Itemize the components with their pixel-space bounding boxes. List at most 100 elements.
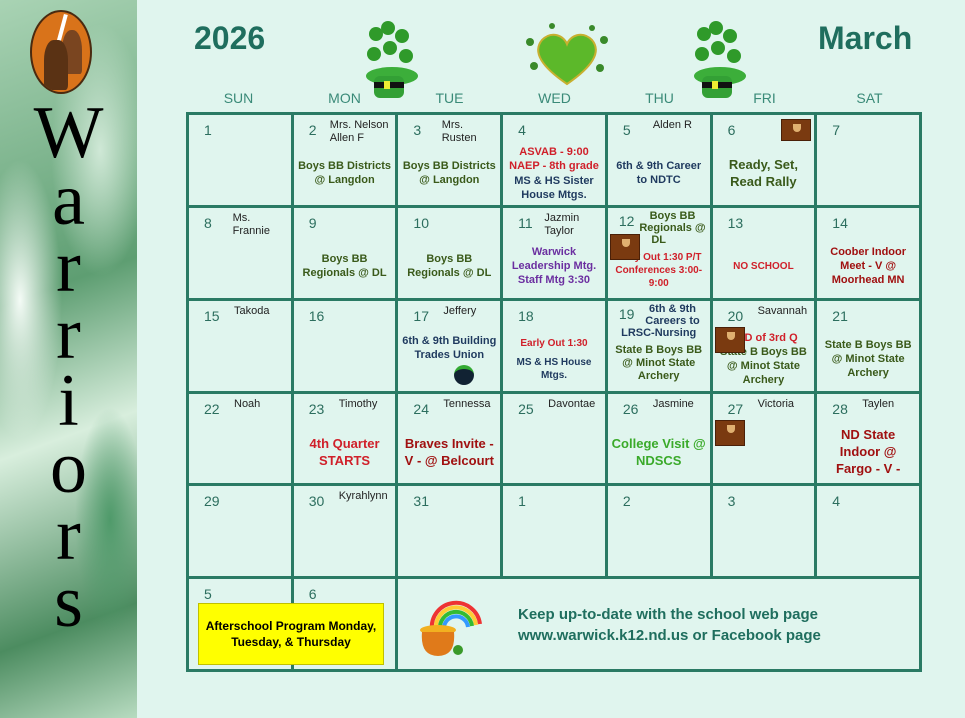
day-number: 28 (832, 400, 848, 417)
footer-note-cell (398, 579, 919, 669)
day-number: 29 (204, 493, 220, 510)
event-text: State B Boys BB @ Minot State Archery (720, 346, 807, 387)
birthday-name: Jazmin Taylor (544, 211, 580, 237)
birthday-name: Kyrahlynn (338, 490, 388, 503)
calendar-day-cell[interactable]: 7 (817, 115, 919, 205)
day-number: 3 (413, 122, 422, 138)
calendar-grid: 1 2 Mrs. Nelson Allen F Boys BB Districts @… (186, 112, 922, 672)
calendar-day-cell[interactable]: 1 (189, 115, 291, 205)
day-number: 20 (727, 307, 744, 324)
calendar-day-cell[interactable]: 11 Jazmin Taylor Warwick Leadership Mtg. S… (503, 207, 605, 298)
day-number: 22 (204, 400, 220, 417)
event-text: ASVAB - 9:00 NAEP - 8th grade (509, 146, 599, 173)
birthday-name: Davontae (548, 397, 596, 410)
calendar-day-cell[interactable]: 25 Davontae (503, 393, 605, 484)
day-of-week-tue: TUE (435, 90, 464, 106)
calendar-day-cell[interactable]: 22 Noah (189, 393, 291, 484)
book-icon (714, 419, 745, 446)
calendar-day-cell[interactable]: 20 Savannah END of 3rd Q State B Boys BB @ … (712, 300, 815, 391)
info-line-1: Keep up-to-date with the school web page (518, 606, 819, 623)
day-of-week-wed: WED (538, 90, 571, 106)
event-text: Coober Indoor Meet - V @ Moorhead MN (830, 246, 907, 287)
birthday-name: 6th & 9th Careers to LRSC-Nursing (621, 302, 700, 339)
calendar-day-cell[interactable]: 29 (189, 486, 291, 577)
sidebar-letter: i (58, 360, 79, 442)
day-number: 15 (204, 307, 220, 324)
calendar-day-cell[interactable]: 28 Taylen ND State Indoor @ Fargo - V - (817, 393, 919, 484)
day-number: 27 (727, 400, 744, 417)
calendar-day-cell[interactable]: 17 Jeffery 6th & 9th Building Trades Union (398, 300, 501, 391)
calendar-day-cell[interactable]: 14 Coober Indoor Meet - V @ Moorhead MN (817, 207, 919, 298)
calendar-day-cell[interactable]: 9 Boys BB Regionals @ DL (293, 207, 396, 298)
calendar-day-cell[interactable]: 8 Ms. Frannie (189, 207, 291, 298)
day-of-week-fri: FRI (753, 90, 776, 106)
event-text: MS & HS House Mtgs. (516, 356, 592, 381)
day-of-week-thu: THU (645, 90, 674, 106)
day-number: 10 (413, 214, 429, 231)
calendar-day-cell[interactable]: 1 (503, 486, 605, 577)
day-number: 1 (204, 122, 212, 138)
calendar-day-cell[interactable]: 10 Boys BB Regionals @ DL (398, 207, 501, 298)
day-number: 4 (832, 493, 841, 510)
day-number: 16 (308, 307, 325, 324)
calendar-day-cell[interactable]: 24 Tennessa Braves Invite - V - @ Belcourt (398, 393, 501, 484)
calendar-day-cell[interactable]: 5 Alden R 6th & 9th Career to NDTC (607, 115, 710, 205)
calendar-day-cell[interactable]: 23 Timothy 4th Quarter STARTS (293, 393, 396, 484)
birthday-name: Mrs. Nelson Allen F (329, 119, 389, 144)
book-icon (714, 326, 745, 353)
birthday-name: Taylen (862, 397, 895, 410)
calendar-day-cell[interactable]: 2 (607, 486, 710, 577)
calendar-day-cell[interactable]: 27 Victoria (712, 393, 815, 484)
calendar-day-cell[interactable]: 30 Kyrahlynn (293, 486, 396, 577)
birthday-name: Jeffery (443, 304, 477, 317)
calendar-day-cell[interactable]: 3 (712, 486, 815, 577)
birthday-name: Savannah (757, 304, 808, 317)
book-icon (781, 119, 812, 141)
calendar-day-cell[interactable]: 4 ASVAB - 9:00 NAEP - 8th grade MS & HS Si… (503, 115, 605, 205)
birthday-name: Tennessa (443, 397, 491, 410)
calendar-day-cell[interactable]: 15 Takoda (189, 300, 291, 391)
shamrock-heart-icon (526, 23, 608, 86)
sidebar-letter: a (52, 159, 85, 241)
event-text: State B Boys BB @ Minot State Archery (615, 343, 703, 382)
calendar-day-cell[interactable]: 19 6th & 9th Careers to LRSC-Nursing State… (607, 300, 710, 391)
day-number: 13 (727, 214, 744, 231)
calendar-day-cell[interactable]: 18 Early Out 1:30 MS & HS House Mtgs. (503, 300, 605, 391)
event-text: State B Boys BB @ Minot State Archery (824, 339, 912, 380)
day-number: 6 (308, 586, 317, 603)
day-number: 25 (518, 400, 534, 417)
pot-of-gold-rainbow-icon (420, 600, 482, 656)
birthday-name: Boys BB Regionals @ DL (639, 209, 706, 246)
event-text: Boys BB Regionals @ DL (302, 253, 387, 280)
birthday-name: Noah (234, 397, 261, 410)
calendar-day-cell[interactable]: 2 Mrs. Nelson Allen F Boys BB Districts @ … (293, 115, 396, 205)
birthday-name: Takoda (234, 304, 270, 317)
calendar-day-cell[interactable]: 6 Ready, Set, Read Rally (712, 115, 815, 205)
sidebar-letter: r (56, 226, 81, 308)
day-number: 1 (518, 493, 526, 510)
calendar-day-cell[interactable]: 26 Jasmine College Visit @ NDSCS (607, 393, 710, 484)
day-number: 6 (727, 122, 736, 138)
day-number: 31 (413, 493, 429, 510)
calendar-day-cell[interactable]: 12 Boys BB Regionals @ DL Early Out 1:30 P… (607, 207, 710, 298)
calendar-day-cell[interactable]: 4 (817, 486, 919, 577)
st-patricks-pot-icon (454, 364, 475, 385)
calendar-day-cell[interactable]: 13 NO SCHOOL (712, 207, 815, 298)
day-number: 17 (413, 307, 429, 324)
calendar-day-cell[interactable]: 3 Mrs. Rusten Boys BB Districts @ Langdon (398, 115, 501, 205)
event-text: Early Out 1:30 (520, 337, 588, 349)
event-text: 4th Quarter STARTS (309, 435, 380, 468)
sidebar-letter: r (56, 293, 81, 375)
day-number: 11 (518, 214, 533, 231)
calendar-day-cell[interactable]: 31 (398, 486, 501, 577)
event-text: MS & HS Sister House Mtgs. (514, 174, 594, 201)
day-number: 30 (308, 493, 325, 510)
calendar-day-cell[interactable]: 21 State B Boys BB @ Minot State Archery (817, 300, 919, 391)
day-number: 7 (832, 122, 841, 138)
event-text: College Visit @ NDSCS (611, 435, 706, 468)
birthday-name: Victoria (757, 397, 795, 410)
day-number: 19 (618, 305, 635, 322)
day-number: 23 (308, 400, 325, 417)
day-number: 9 (308, 214, 317, 231)
calendar-day-cell[interactable]: 16 (293, 300, 396, 391)
